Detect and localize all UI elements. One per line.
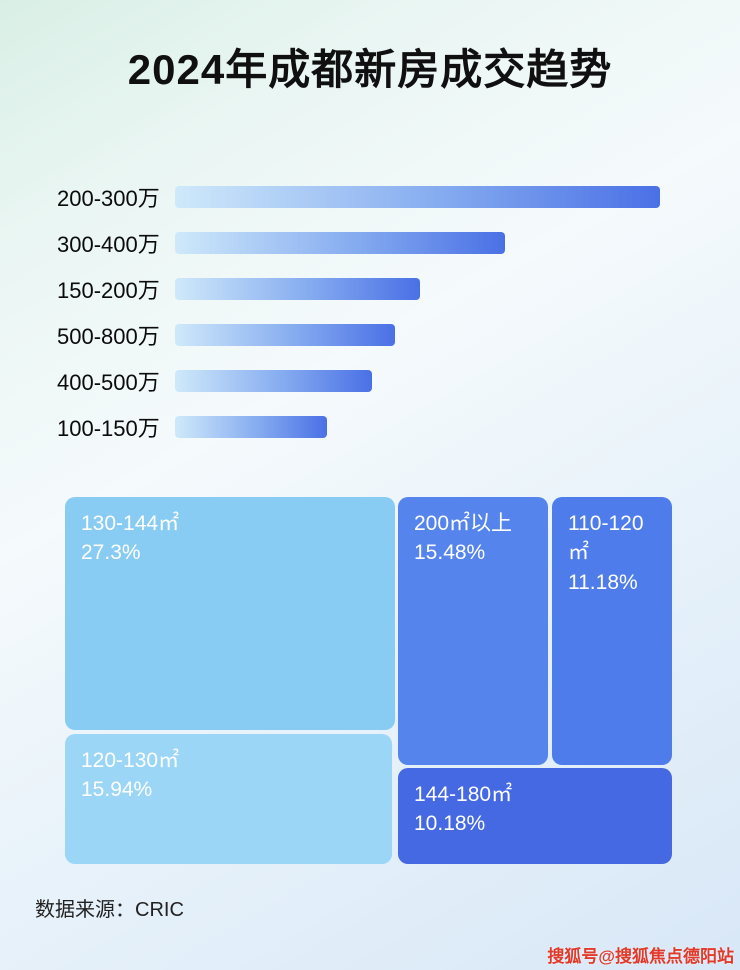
bar-row: 150-200万 xyxy=(57,278,697,303)
bar-category-label: 500-800万 xyxy=(57,324,160,349)
treemap-block-label: 144-180㎡ xyxy=(414,783,513,806)
data-source-label: 数据来源：CRIC xyxy=(35,899,184,921)
bar-category-label: 400-500万 xyxy=(57,370,160,395)
treemap-block-value: 15.48% xyxy=(414,541,486,565)
treemap-block-120-130: 120-130㎡ 15.94% xyxy=(65,734,392,864)
treemap-block-value: 10.18% xyxy=(414,812,486,836)
bar-400-500 xyxy=(175,370,372,392)
bar-category-label: 100-150万 xyxy=(57,416,160,441)
bar-300-400 xyxy=(175,232,505,254)
treemap-block-130-144: 130-144㎡ 27.3% xyxy=(65,497,395,730)
bar-track xyxy=(175,278,660,300)
bar-row: 100-150万 xyxy=(57,416,697,441)
treemap-block-label: 110-120㎡ xyxy=(568,512,644,565)
treemap-block-144-180: 144-180㎡ 10.18% xyxy=(398,768,672,864)
bar-row: 500-800万 xyxy=(57,324,697,349)
treemap-block-label: 130-144㎡ xyxy=(81,512,180,535)
treemap-block-200-plus: 200㎡以上 15.48% xyxy=(398,497,548,765)
page-title: 2024年成都新房成交趋势 xyxy=(127,46,613,93)
bar-row: 400-500万 xyxy=(57,370,697,395)
bar-track xyxy=(175,186,660,208)
treemap-block-110-120: 110-120㎡ 11.18% xyxy=(552,497,672,765)
bar-500-800 xyxy=(175,324,396,346)
treemap-block-value: 11.18% xyxy=(568,570,638,594)
bar-track xyxy=(175,324,660,346)
bar-150-200 xyxy=(175,278,420,300)
bar-row: 200-300万 xyxy=(57,186,697,211)
bar-track xyxy=(175,370,660,392)
bar-row: 300-400万 xyxy=(57,232,697,257)
bar-track xyxy=(175,416,660,438)
bar-category-label: 200-300万 xyxy=(57,186,160,211)
bar-track xyxy=(175,232,660,254)
bar-chart: 200-300万 300-400万 150-200万 500-800万 400-… xyxy=(57,186,697,462)
bar-category-label: 150-200万 xyxy=(57,278,160,303)
bar-100-150 xyxy=(175,416,327,438)
treemap-block-value: 27.3% xyxy=(81,541,141,565)
bar-200-300 xyxy=(175,186,660,208)
treemap: 130-144㎡ 27.3% 200㎡以上 15.48% 110-120㎡ 11… xyxy=(0,497,740,865)
treemap-block-label: 120-130㎡ xyxy=(81,749,180,772)
watermark-text: 搜狐号@搜狐焦点德阳站 xyxy=(547,947,734,966)
bar-category-label: 300-400万 xyxy=(57,232,160,257)
treemap-block-label: 200㎡以上 xyxy=(414,512,513,535)
treemap-block-value: 15.94% xyxy=(81,778,153,802)
